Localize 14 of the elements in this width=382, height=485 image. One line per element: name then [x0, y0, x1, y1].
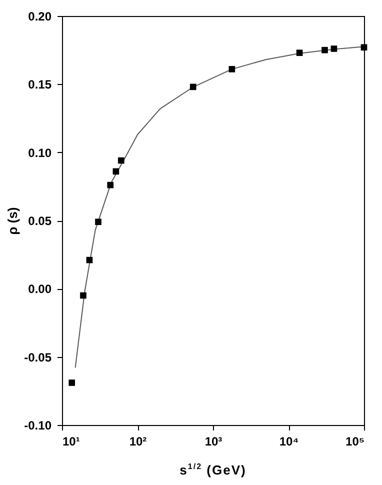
y-tick-label: 0.15	[28, 78, 52, 92]
y-tick-label: 0.20	[28, 10, 52, 24]
y-tick-label: -0.05	[24, 350, 52, 364]
y-tick-label: -0.10	[24, 418, 52, 432]
x-tick-label: 10²	[129, 434, 147, 448]
y-tick-label: 0.00	[28, 282, 52, 296]
y-axis-title: ρ (s)	[5, 207, 20, 235]
x-tick-label: 10³	[204, 434, 222, 448]
x-tick-label: 10⁵	[346, 434, 364, 448]
y-tick-label: 0.10	[28, 146, 52, 160]
y-tick-label: 0.05	[28, 214, 52, 228]
x-tick-label: 10⁴	[279, 434, 299, 448]
x-axis-title: s$^{1/2}$ (GeV)	[178, 462, 248, 478]
x-tick-label: 10¹	[62, 434, 80, 448]
